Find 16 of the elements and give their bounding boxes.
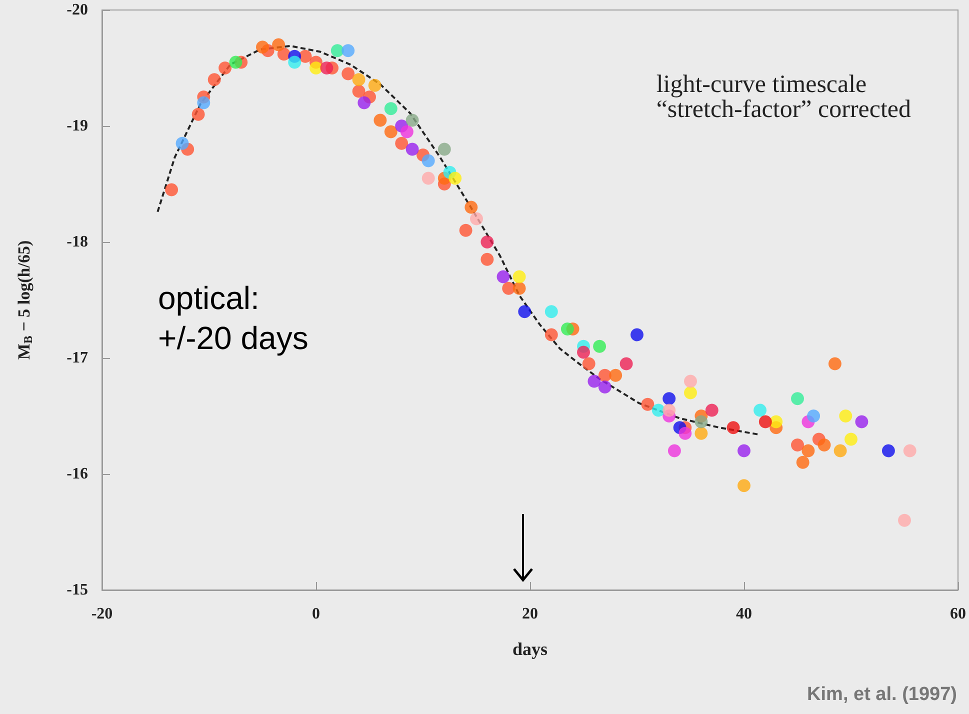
- x-tick-label: 60: [950, 606, 966, 622]
- y-tick-label: -15: [66, 582, 88, 598]
- annotation: optical: +/-20 days: [158, 280, 308, 356]
- x-tick-label: 40: [736, 606, 752, 622]
- y-tick-label: -16: [66, 466, 88, 482]
- text: Kim, et al. (1997): [807, 684, 958, 705]
- y-tick-label: -19: [66, 118, 88, 134]
- x-tick-label: -20: [91, 606, 113, 622]
- annotation: light-curve timescale “stretch-factor” corrected: [656, 71, 912, 123]
- y-axis-title: MB − 5 log(h/65): [14, 240, 35, 360]
- x-tick-label: 0: [312, 606, 320, 622]
- x-tick-label: 20: [522, 606, 538, 622]
- y-tick-label: -17: [66, 350, 88, 366]
- y-tick-label: -18: [66, 234, 88, 250]
- y-tick-label: -20: [66, 2, 88, 18]
- x-axis-title: days: [512, 639, 548, 659]
